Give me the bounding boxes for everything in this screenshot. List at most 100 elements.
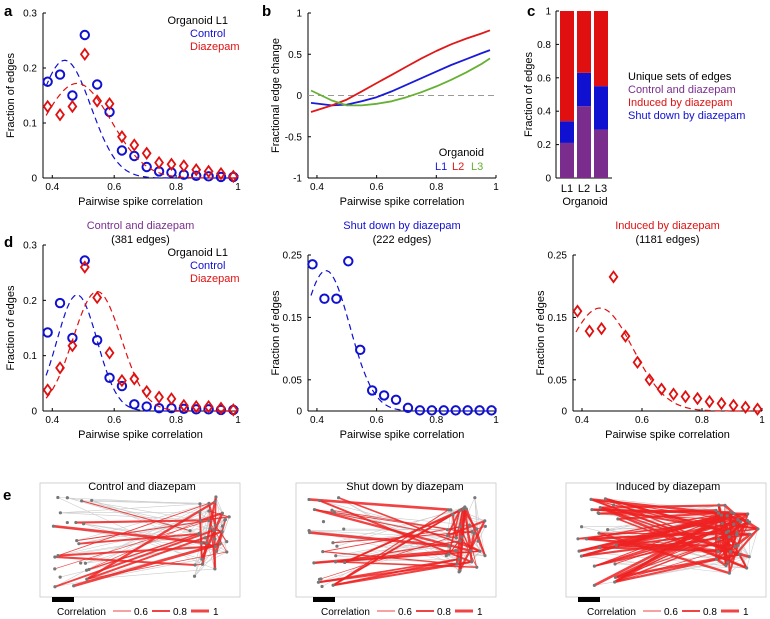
x-tick-label: 0.6: [370, 415, 384, 426]
x-tick-label: 0.6: [107, 415, 121, 426]
network-node: [333, 560, 338, 564]
network-edge-red: [314, 509, 457, 539]
panel-d3: 0.4 0.6 0.8 1 0 0.05 0.15 0.25 Pairwise spike co…: [535, 220, 765, 441]
network-node: [597, 531, 601, 535]
network-node: [223, 518, 227, 522]
x-tick-label: 1: [235, 415, 241, 426]
x-tick-label: 0.6: [370, 182, 384, 193]
data-point-circle: [79, 255, 90, 266]
x-axis-title: Pairwise spike correlation: [340, 429, 465, 441]
legend-entry-l1: L1: [435, 161, 447, 173]
network-node: [307, 497, 311, 502]
y-tick-label: 0: [545, 174, 551, 185]
network-node: [458, 525, 462, 529]
data-point-diamond: [178, 398, 189, 413]
network-edge-gray: [57, 520, 210, 556]
network-node: [590, 508, 594, 512]
network-edge-red: [617, 512, 719, 521]
x-tick-label: 0.8: [429, 182, 443, 193]
network-node: [199, 518, 203, 522]
network-node: [727, 571, 731, 575]
network-node: [475, 527, 479, 531]
data-point-diamond: [154, 155, 164, 170]
network-edge-red: [581, 533, 751, 558]
bar-segment-control-and-diazepam: [560, 142, 574, 178]
y-tick-label: 0.25: [548, 251, 568, 262]
data-point-diamond: [644, 373, 655, 387]
network-node: [197, 531, 201, 536]
network-node: [80, 499, 84, 503]
network-node: [454, 549, 458, 553]
series-line-l3: [310, 57, 491, 107]
x-tick-label: 1: [235, 182, 241, 193]
network-edge-gray: [338, 497, 461, 571]
data-point-circle: [191, 170, 202, 182]
y-tick-label: 0.5: [288, 50, 302, 61]
network-node: [218, 542, 222, 546]
network-edge-red: [54, 555, 196, 567]
network-edge-red: [53, 524, 207, 545]
network-node: [720, 521, 724, 525]
y-axis-title: Fractional edge change: [270, 38, 282, 153]
data-point-circle: [390, 394, 402, 405]
network-node: [213, 567, 217, 571]
network-node: [723, 503, 727, 507]
data-point-circle: [355, 344, 366, 356]
network-node: [461, 507, 465, 511]
legend-entry-l3: L3: [471, 161, 483, 173]
bar-segment-induced-by-diazepam: [577, 11, 591, 73]
chart-title: Control and diazepam: [87, 220, 195, 232]
network-node: [447, 552, 451, 556]
network-node: [577, 549, 581, 553]
map-title: Shut down by diazepam: [346, 481, 463, 493]
data-point-circle: [343, 256, 354, 267]
map-frame: [39, 482, 241, 598]
bar-segment-control-and-diazepam: [594, 129, 608, 178]
network-node: [203, 536, 208, 540]
network-node: [579, 554, 584, 558]
network-node: [58, 511, 62, 515]
network-edge-red: [600, 504, 725, 509]
network-edge-red: [614, 518, 739, 579]
network-edge-gray: [202, 563, 216, 570]
x-tick-label: 1: [493, 415, 499, 426]
x-axis-title: Organoid: [562, 196, 607, 208]
y-tick-label: 0.8: [537, 40, 551, 51]
x-tick-label: L3: [595, 183, 607, 195]
x-tick-label: 0.4: [45, 415, 59, 426]
data-point-diamond: [92, 94, 103, 108]
data-point-diamond: [668, 387, 679, 401]
network-node: [735, 531, 739, 535]
network-node: [207, 509, 211, 513]
data-point-diamond: [572, 304, 583, 318]
network-node: [213, 544, 217, 549]
network-node: [83, 561, 88, 565]
y-tick-label: 0.3: [23, 9, 37, 20]
scale-bar: [313, 597, 335, 602]
network-node: [308, 530, 312, 535]
network-node: [603, 497, 608, 501]
network-node: [478, 549, 482, 553]
legend-value-0.6: 0.6: [664, 607, 678, 618]
data-point-circle: [42, 76, 53, 87]
data-point-diamond: [129, 372, 140, 386]
x-tick-label: 0.4: [575, 415, 589, 426]
data-point-diamond: [620, 329, 631, 343]
network-edge-red: [81, 500, 191, 532]
x-tick-label: 0.4: [310, 182, 324, 193]
network-node: [470, 560, 474, 564]
legend-value-1: 1: [477, 607, 483, 618]
network-node: [320, 584, 324, 589]
network-node: [342, 527, 346, 531]
network-node: [213, 523, 217, 527]
network-edge-gray: [81, 500, 200, 505]
y-tick-label: 0.4: [537, 107, 551, 118]
x-tick-label: 1: [493, 182, 499, 193]
network-node: [589, 497, 593, 501]
x-tick-label: L1: [561, 183, 573, 195]
network-node: [614, 543, 618, 547]
data-point-circle: [116, 145, 128, 156]
network-edge-red: [738, 553, 748, 569]
network-node: [458, 569, 462, 573]
y-tick-label: 0.6: [537, 73, 551, 84]
